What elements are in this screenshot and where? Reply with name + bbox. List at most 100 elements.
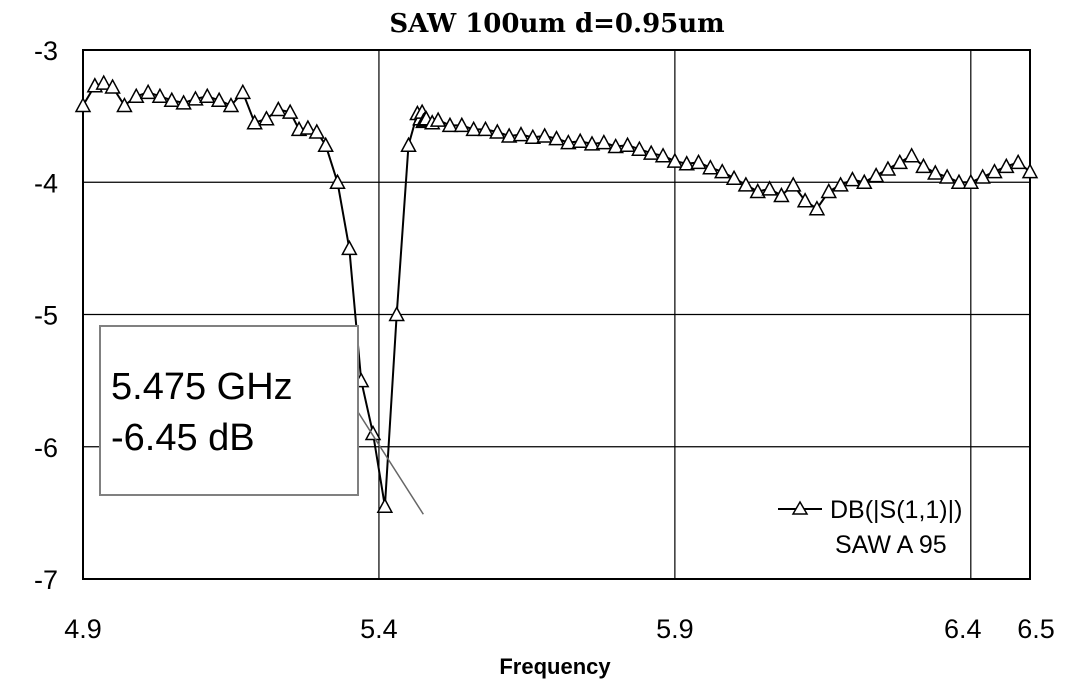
data-point [832, 176, 849, 192]
plot-frame [82, 49, 1031, 580]
data-point [583, 135, 601, 151]
data-point [400, 136, 417, 152]
data-point [1009, 153, 1027, 170]
data-point [571, 132, 589, 149]
data-point [642, 144, 660, 160]
data-point [199, 87, 216, 104]
x-axis: 4.9 5.4 5.9 6.4 6.5 [64, 614, 1055, 644]
data-point [139, 83, 157, 100]
data-point [453, 116, 471, 133]
legend-series-name: DB(|S(1,1)|) [830, 496, 962, 524]
data-point [891, 153, 909, 170]
data-point [246, 114, 263, 130]
data-point [74, 96, 92, 113]
data-point [844, 171, 861, 187]
data-point [560, 133, 577, 150]
y-tick-label: -7 [34, 565, 58, 595]
data-point [512, 126, 530, 142]
x-tick-label: 5.9 [656, 614, 694, 644]
data-point [548, 130, 565, 146]
data-point [163, 91, 181, 108]
data-point [927, 164, 944, 180]
data-point [441, 116, 459, 133]
data-point [678, 155, 695, 171]
y-tick-label: -3 [34, 36, 58, 66]
data-point [210, 91, 228, 108]
data-point [308, 123, 326, 139]
x-axis-label: Frequency [499, 654, 611, 679]
data-point [536, 127, 553, 143]
data-point [429, 111, 447, 127]
data-point [749, 182, 766, 199]
data-point [998, 157, 1015, 174]
data-point [489, 123, 506, 139]
annotation-level: -6.45 dB [111, 417, 255, 459]
data-point [690, 153, 707, 170]
data-point [341, 239, 358, 256]
data-point [915, 157, 932, 174]
data-point [376, 497, 394, 514]
data-point [631, 140, 648, 156]
data-point [867, 167, 885, 183]
data-point [619, 136, 636, 152]
series-layer [74, 74, 1039, 514]
data-point [808, 200, 826, 216]
annotation-frequency: 5.475 GHz [111, 366, 293, 408]
marker-annotation: 5.475 GHz -6.45 dB [99, 325, 424, 515]
x-tick-label: 5.4 [360, 614, 398, 644]
data-point [187, 90, 204, 106]
data-point [317, 136, 334, 152]
data-point [903, 147, 920, 163]
data-point [500, 127, 518, 143]
data-point [938, 168, 956, 184]
data-point [258, 110, 275, 126]
data-point [299, 119, 317, 135]
y-axis: -3 -4 -5 -6 -7 [34, 36, 58, 595]
chart-title: SAW 100um d=0.95um [389, 9, 724, 39]
data-point [175, 94, 192, 110]
data-point [666, 152, 684, 168]
y-tick-label: -6 [34, 433, 58, 463]
data-point [465, 120, 482, 137]
data-point [116, 96, 133, 113]
data-point [879, 160, 897, 176]
data-point [950, 173, 968, 189]
data-point [234, 83, 252, 100]
data-point [737, 176, 755, 192]
y-tick-label: -5 [34, 301, 58, 331]
data-point [761, 180, 778, 196]
data-point [986, 163, 1003, 179]
data-point [281, 103, 299, 119]
data-point [524, 128, 542, 145]
data-point [962, 173, 980, 189]
data-point [329, 173, 346, 189]
data-point [607, 137, 624, 154]
data-point [128, 87, 145, 104]
data-point [725, 169, 743, 186]
annotation-box [99, 325, 359, 496]
data-point [784, 176, 802, 192]
data-point [222, 96, 240, 113]
data-point [796, 192, 814, 208]
data-point [702, 159, 719, 175]
legend: DB(|S(1,1)|) SAW A 95 [778, 496, 962, 559]
data-point [1021, 163, 1039, 179]
series-line [82, 82, 1031, 508]
legend-series-source: SAW A 95 [835, 531, 947, 559]
data-point [388, 305, 405, 322]
x-tick-label: 6.4 [944, 614, 982, 644]
data-point [595, 133, 613, 150]
data-point [270, 100, 287, 117]
data-point [95, 74, 112, 90]
data-point [773, 186, 790, 203]
data-point [974, 168, 991, 184]
data-point [364, 424, 382, 441]
y-tick-label: -4 [34, 168, 58, 198]
data-point [820, 182, 838, 199]
data-point [856, 173, 873, 189]
legend-marker-triangle-icon [791, 500, 809, 515]
x-tick-label: 6.5 [1017, 614, 1055, 644]
data-point [104, 78, 121, 94]
annotation-leader-line [357, 411, 424, 515]
